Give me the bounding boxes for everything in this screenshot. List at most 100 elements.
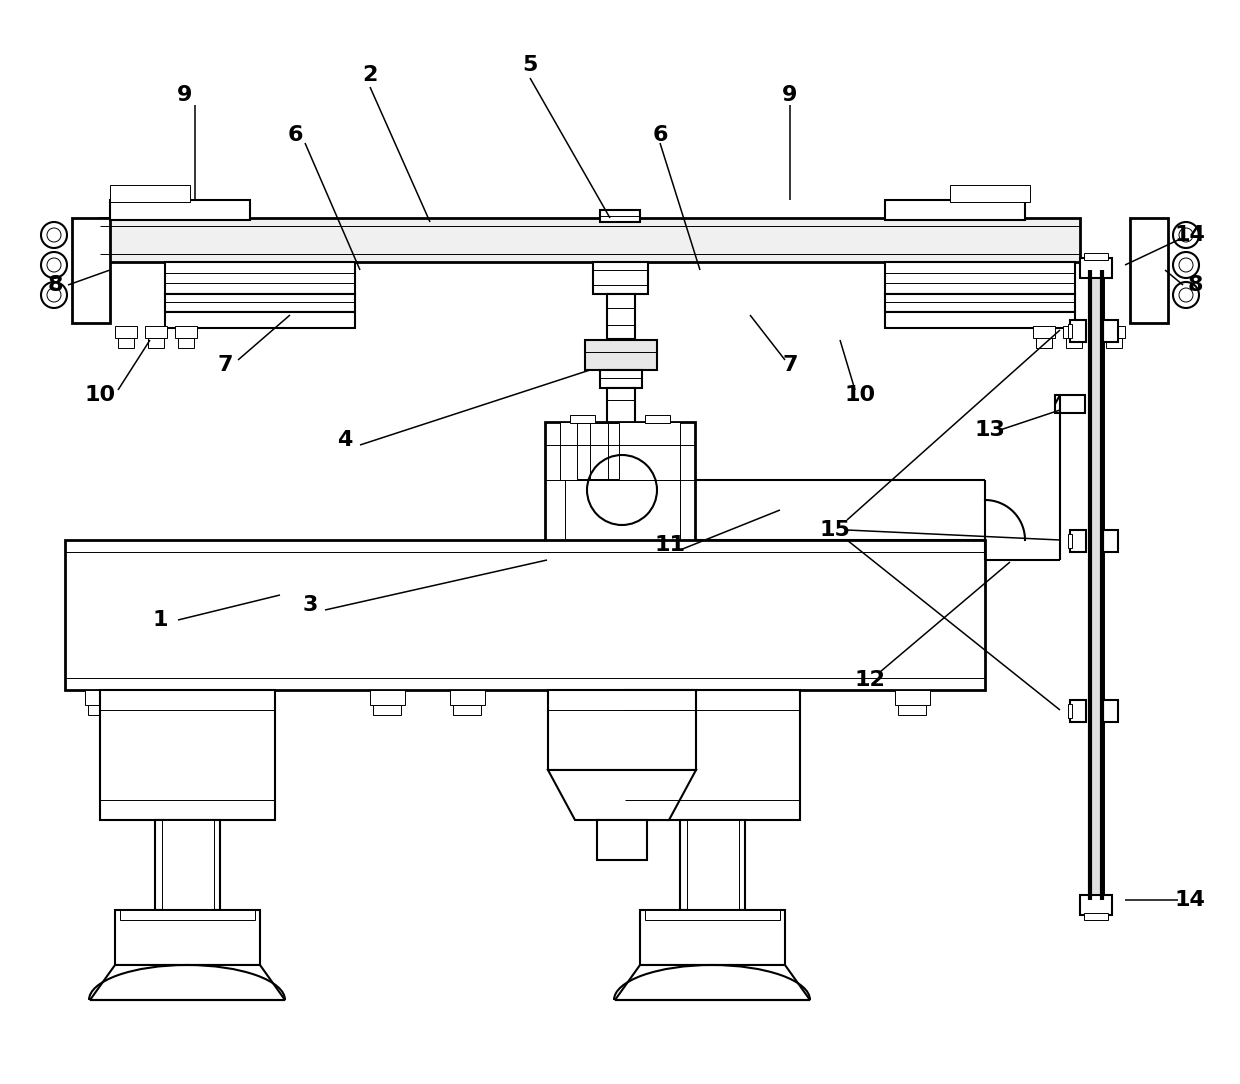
Bar [1070, 320, 1086, 341]
Bar [546, 422, 694, 542]
Polygon shape [91, 965, 285, 1001]
Text: 15: 15 [820, 520, 851, 540]
Text: 14: 14 [1174, 890, 1205, 909]
Bar [155, 820, 219, 909]
Bar [88, 705, 117, 715]
Bar [1033, 326, 1055, 338]
Bar [1130, 218, 1168, 323]
Bar [680, 820, 745, 909]
Bar [565, 480, 680, 542]
Bar [72, 218, 110, 323]
Bar [608, 388, 635, 423]
Bar [1084, 913, 1109, 920]
Text: 7: 7 [782, 354, 797, 375]
Bar [548, 691, 696, 770]
Text: 4: 4 [337, 430, 352, 450]
Bar [645, 909, 780, 920]
Bar [627, 705, 656, 715]
Bar [950, 185, 1030, 202]
Text: 11: 11 [655, 535, 686, 555]
Bar [885, 294, 1075, 312]
Text: 12: 12 [854, 670, 885, 691]
Polygon shape [615, 965, 810, 1001]
Bar [1087, 272, 1104, 900]
Bar [608, 294, 635, 339]
Text: 10: 10 [84, 385, 115, 405]
Text: 8: 8 [1187, 275, 1203, 295]
Bar [110, 201, 250, 220]
Text: 5: 5 [522, 55, 538, 75]
Bar [895, 691, 930, 705]
Bar [1068, 324, 1073, 338]
Bar [165, 262, 355, 294]
Bar [645, 415, 670, 423]
Polygon shape [548, 770, 696, 820]
Bar [560, 422, 680, 480]
Bar [1084, 253, 1109, 260]
Bar [167, 705, 196, 715]
Bar [145, 326, 167, 338]
Bar [885, 201, 1025, 220]
Bar [370, 691, 405, 705]
Bar [1068, 534, 1073, 549]
Bar [1080, 895, 1112, 915]
Bar [100, 218, 1080, 262]
Text: 3: 3 [303, 595, 317, 615]
Bar [585, 340, 657, 370]
Bar [713, 705, 742, 715]
Text: 6: 6 [652, 125, 668, 145]
Bar [373, 705, 401, 715]
Bar [165, 691, 200, 705]
Bar [1063, 326, 1085, 338]
Bar [1102, 530, 1118, 552]
Bar [593, 262, 649, 294]
Bar [600, 210, 640, 222]
Bar [1035, 338, 1052, 348]
Text: 1: 1 [153, 610, 167, 630]
Bar [179, 338, 193, 348]
Bar [165, 312, 355, 328]
Text: 14: 14 [1174, 225, 1205, 245]
Text: 9: 9 [177, 85, 192, 105]
Bar [1102, 320, 1118, 341]
Bar [1080, 258, 1112, 278]
Bar [600, 370, 642, 388]
Bar [453, 705, 481, 715]
Text: 7: 7 [217, 354, 233, 375]
Bar [175, 326, 197, 338]
Bar [590, 423, 608, 479]
Bar [86, 691, 120, 705]
Bar [162, 820, 215, 909]
Bar [100, 691, 275, 820]
Text: 10: 10 [844, 385, 875, 405]
Bar [885, 312, 1075, 328]
Bar [625, 691, 660, 705]
Bar [110, 185, 190, 202]
Bar [625, 691, 800, 820]
Bar [885, 262, 1075, 294]
Bar [115, 909, 260, 965]
Bar [118, 338, 134, 348]
Bar [1066, 338, 1083, 348]
Text: 2: 2 [362, 65, 378, 85]
Bar [165, 294, 355, 312]
Bar [64, 540, 985, 691]
Bar [115, 326, 136, 338]
Bar [711, 691, 745, 705]
Bar [148, 338, 164, 348]
Bar [1106, 338, 1122, 348]
Bar [1070, 700, 1086, 722]
Bar [1068, 704, 1073, 718]
Text: 6: 6 [288, 125, 303, 145]
Text: 13: 13 [975, 420, 1006, 440]
Bar [1102, 700, 1118, 722]
Bar [640, 909, 785, 965]
Bar [1104, 326, 1125, 338]
Bar [1070, 530, 1086, 552]
Bar [570, 415, 595, 423]
Text: 9: 9 [782, 85, 797, 105]
Bar [687, 820, 739, 909]
Bar [596, 820, 647, 860]
Bar [120, 909, 255, 920]
Bar [577, 423, 619, 479]
